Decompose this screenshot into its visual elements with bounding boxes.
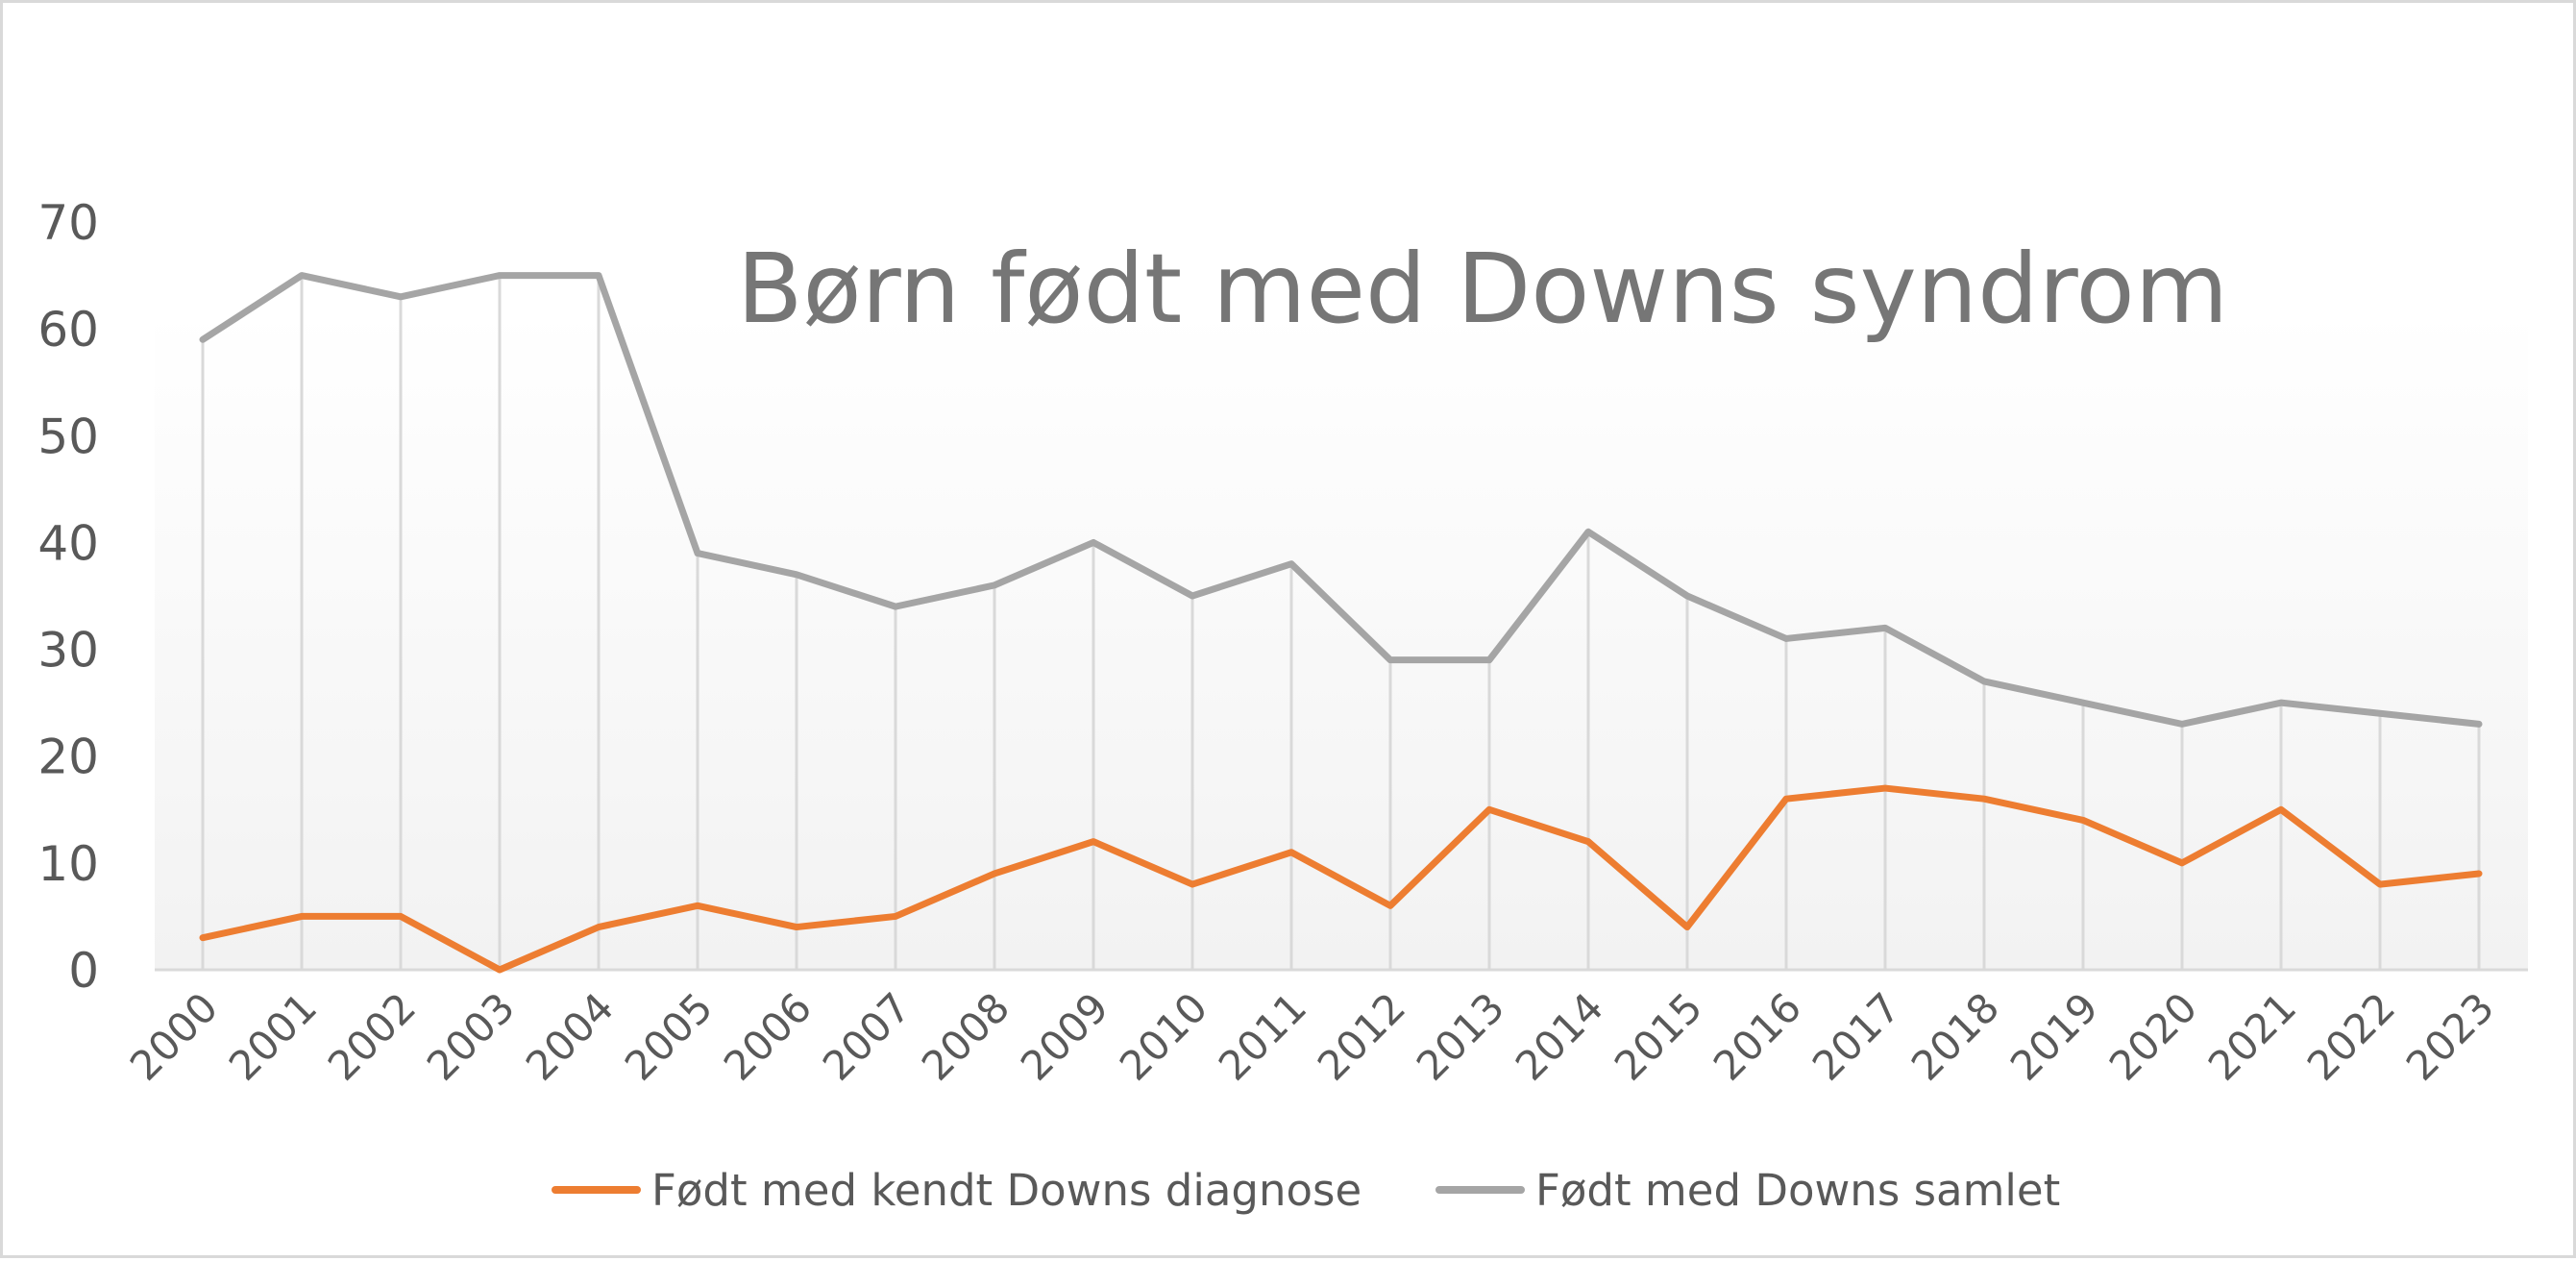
x-tick-label: 2013 bbox=[1408, 983, 1513, 1089]
y-tick-label: 50 bbox=[37, 408, 99, 464]
x-tick-label: 2002 bbox=[319, 983, 425, 1089]
chart-title: Børn født med Downs syndrom bbox=[737, 233, 2228, 345]
x-tick-label: 2004 bbox=[517, 983, 623, 1089]
y-tick-label: 40 bbox=[37, 515, 99, 571]
x-tick-label: 2021 bbox=[2199, 983, 2305, 1089]
x-tick-label: 2012 bbox=[1309, 983, 1414, 1089]
x-tick-label: 2018 bbox=[1902, 983, 2008, 1089]
x-tick-label: 2016 bbox=[1705, 983, 1810, 1089]
x-tick-label: 2008 bbox=[913, 983, 1018, 1089]
x-tick-label: 2022 bbox=[2298, 983, 2404, 1089]
series-line bbox=[199, 784, 2483, 974]
x-tick-label: 2009 bbox=[1012, 983, 1117, 1089]
x-tick-label: 2010 bbox=[1111, 983, 1216, 1089]
x-tick-label: 2020 bbox=[2100, 983, 2206, 1089]
x-tick-label: 2023 bbox=[2397, 983, 2503, 1089]
y-tick-label: 10 bbox=[37, 836, 99, 892]
x-tick-label: 2014 bbox=[1507, 983, 1612, 1089]
x-tick-label: 2017 bbox=[1803, 983, 1909, 1089]
x-tick-label: 2001 bbox=[220, 983, 326, 1089]
x-tick-label: 2015 bbox=[1606, 983, 1711, 1089]
x-tick-label: 2003 bbox=[418, 983, 524, 1089]
legend-label: Født med Downs samlet bbox=[1535, 1165, 2060, 1216]
x-tick-label: 2006 bbox=[715, 983, 821, 1089]
x-tick-label: 2011 bbox=[1210, 983, 1315, 1089]
y-tick-label: 60 bbox=[37, 302, 99, 358]
series-line bbox=[199, 272, 2483, 728]
line-chart: 0102030405060702000200120022003200420052… bbox=[37, 195, 2528, 1216]
y-tick-label: 20 bbox=[37, 729, 99, 785]
y-tick-label: 0 bbox=[68, 943, 99, 999]
y-tick-label: 30 bbox=[37, 623, 99, 679]
x-tick-label: 2000 bbox=[121, 983, 227, 1089]
plot-area-background bbox=[155, 310, 2528, 970]
series-lines bbox=[199, 272, 2483, 974]
x-tick-label: 2007 bbox=[814, 983, 920, 1089]
grid-lines bbox=[201, 275, 2481, 970]
legend-label: Født med kendt Downs diagnose bbox=[651, 1165, 1362, 1216]
x-tick-label: 2005 bbox=[616, 983, 722, 1089]
x-tick-label: 2019 bbox=[2001, 983, 2107, 1089]
y-tick-label: 70 bbox=[37, 195, 99, 251]
legend: Født med kendt Downs diagnose Født med Do… bbox=[552, 1165, 2060, 1216]
